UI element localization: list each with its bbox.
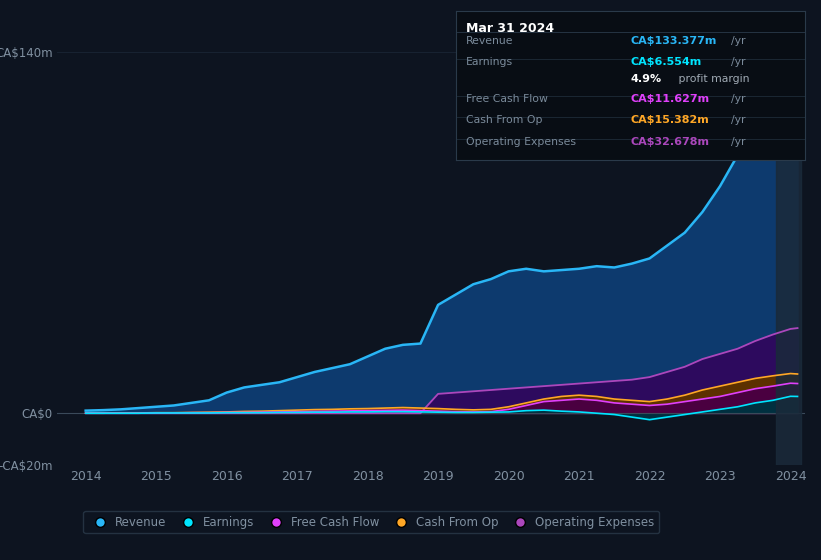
- Text: /yr: /yr: [732, 57, 745, 67]
- Text: /yr: /yr: [732, 94, 745, 104]
- Text: Free Cash Flow: Free Cash Flow: [466, 94, 548, 104]
- Text: /yr: /yr: [732, 36, 745, 46]
- Text: Cash From Op: Cash From Op: [466, 115, 543, 125]
- Text: 4.9%: 4.9%: [631, 73, 661, 83]
- Text: Operating Expenses: Operating Expenses: [466, 137, 576, 147]
- Legend: Revenue, Earnings, Free Cash Flow, Cash From Op, Operating Expenses: Revenue, Earnings, Free Cash Flow, Cash …: [83, 511, 659, 533]
- Text: CA$11.627m: CA$11.627m: [631, 94, 709, 104]
- Text: /yr: /yr: [732, 115, 745, 125]
- Text: Revenue: Revenue: [466, 36, 514, 46]
- Text: CA$133.377m: CA$133.377m: [631, 36, 717, 46]
- Bar: [777, 39, 801, 465]
- Text: Mar 31 2024: Mar 31 2024: [466, 22, 554, 35]
- Text: Earnings: Earnings: [466, 57, 513, 67]
- Text: CA$6.554m: CA$6.554m: [631, 57, 701, 67]
- Text: profit margin: profit margin: [676, 73, 750, 83]
- Text: /yr: /yr: [732, 137, 745, 147]
- Text: CA$15.382m: CA$15.382m: [631, 115, 709, 125]
- Text: CA$32.678m: CA$32.678m: [631, 137, 709, 147]
